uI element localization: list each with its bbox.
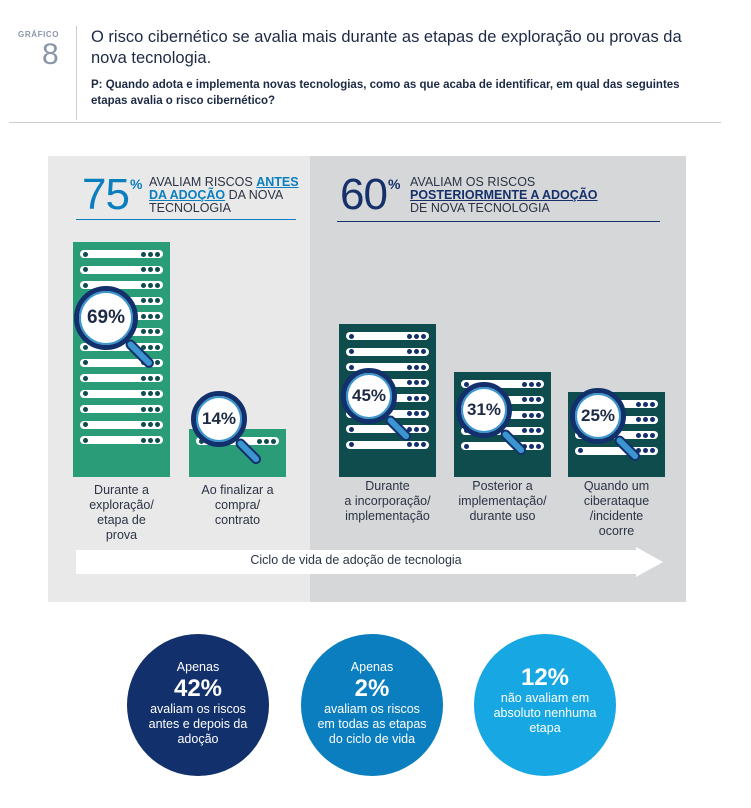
after-heading-rule: [337, 221, 660, 222]
before-heading-post: DA NOVA TECNOLOGIA: [149, 188, 283, 215]
circle-prefix: Apenas: [350, 660, 394, 674]
rack-slot: [346, 347, 429, 356]
bar-category-line: exploração/: [89, 498, 154, 512]
before-heading-accent: ANTES DA ADOÇÃO: [149, 175, 299, 202]
bar-category-label: Ao finalizar a compra/contrato: [175, 483, 300, 528]
figure-label: GRÁFICO: [18, 30, 60, 39]
summary-circle-3: 12% não avaliam em absoluto nenhuma etapa: [474, 634, 616, 776]
figure-number: 8: [42, 38, 59, 71]
bar-category-line: durante uso: [469, 509, 536, 523]
before-heading-rule: [76, 219, 296, 220]
bar-category-label: Quando um ciberataque/incidente ocorre: [554, 479, 679, 539]
bar-category-line: Durante a: [94, 483, 149, 497]
bar-category-line: etapa de: [97, 513, 146, 527]
after-adoption-heading: AVALIAM OS RISCOS POSTERIORMENTE A ADOÇÃ…: [410, 176, 615, 215]
rack-slot: [346, 440, 429, 449]
before-adoption-value: 75: [82, 170, 130, 219]
bar-1: [73, 242, 170, 477]
rack-slot: [346, 332, 429, 340]
header-divider-vertical: [76, 26, 77, 120]
circle-text: não avaliam em absoluto nenhuma etapa: [493, 691, 597, 735]
bar-value-label: 45%: [341, 368, 397, 424]
rack-slot: [80, 436, 163, 444]
circle-value: 12%: [520, 664, 570, 691]
header-divider-horizontal: [9, 122, 721, 123]
before-adoption-heading: AVALIAM RISCOS ANTES DA ADOÇÃO DA NOVA T…: [149, 176, 299, 215]
bar-category-line: Durante: [365, 479, 410, 493]
bar-category-line: prova: [105, 528, 138, 542]
rack-slot: [461, 380, 544, 388]
bar-category-label: Durante a exploração/etapa de prova: [59, 483, 184, 543]
rack-slot: [80, 343, 163, 351]
bar-value-label: 69%: [74, 286, 138, 350]
lifecycle-arrow-shape: [76, 547, 663, 577]
bar-value-label: 25%: [570, 388, 626, 444]
rack-slot: [80, 389, 163, 398]
figure-title: O risco cibernético se avalia mais duran…: [91, 28, 682, 67]
after-heading-post: DE NOVA TECNOLOGIA: [410, 201, 550, 215]
rack-slot: [80, 265, 163, 274]
rack-slot: [80, 374, 163, 382]
bar-category-label: Posterior a implementação/durante uso: [440, 479, 565, 524]
survey-question: P: Quando adota e implementa novas tecno…: [91, 79, 680, 107]
bar-category-line: Ao finalizar a: [201, 483, 274, 497]
before-adoption-percent: 75%: [82, 170, 142, 220]
summary-circle-2: Apenas 2% avaliam os riscos em todas as et…: [301, 634, 443, 776]
bar-category-line: ciberataque: [583, 494, 650, 508]
rack-slot: [346, 425, 429, 433]
rack-slot: [80, 420, 163, 429]
rack-slot: [346, 363, 429, 371]
rack-slot: [80, 405, 163, 413]
bar-category-line: Quando um: [583, 479, 650, 493]
bar-category-line: ocorre: [598, 524, 635, 538]
after-heading-pre: AVALIAM OS RISCOS: [410, 175, 536, 189]
summary-circle-1: Apenas 42% avaliam os riscos antes e depoi…: [127, 634, 269, 776]
circle-value: 2%: [354, 675, 390, 702]
after-heading-accent: POSTERIORMENTE A ADOÇÃO: [410, 188, 598, 202]
bar-category-line: Posterior a: [472, 479, 533, 493]
circle-text: avaliam os riscos em todas as etapas do …: [317, 702, 427, 746]
after-adoption-value: 60: [340, 170, 388, 219]
circle-text: avaliam os riscos antes e depois da adoç…: [148, 702, 248, 746]
lifecycle-arrow-label: Ciclo de vida de adoção de tecnologia: [250, 553, 462, 567]
after-adoption-percent: 60%: [340, 170, 400, 220]
rack-slot: [80, 281, 163, 289]
bar-category-line: a incorporação/: [344, 494, 431, 508]
bar-value-label: 14%: [191, 391, 247, 447]
bar-category-line: implementação/: [458, 494, 547, 508]
lifecycle-arrow: Ciclo de vida de adoção de tecnologia: [76, 547, 663, 577]
rack-slot: [461, 442, 544, 450]
bar-category-line: /incidente: [589, 509, 644, 523]
bar-category-line: compra/: [214, 498, 261, 512]
before-heading-pre: AVALIAM RISCOS: [149, 175, 257, 189]
bar-category-label: Durante a incorporação/implementação: [325, 479, 450, 524]
rack-slot: [80, 250, 163, 258]
circle-value: 42%: [173, 675, 223, 702]
rack-slot: [575, 446, 658, 455]
circle-prefix: Apenas: [176, 660, 220, 674]
bar-category-line: implementação: [345, 509, 430, 523]
after-adoption-unit: %: [387, 176, 400, 192]
before-adoption-unit: %: [129, 176, 142, 192]
bar-category-line: contrato: [214, 513, 261, 527]
bar-value-label: 31%: [456, 382, 512, 438]
